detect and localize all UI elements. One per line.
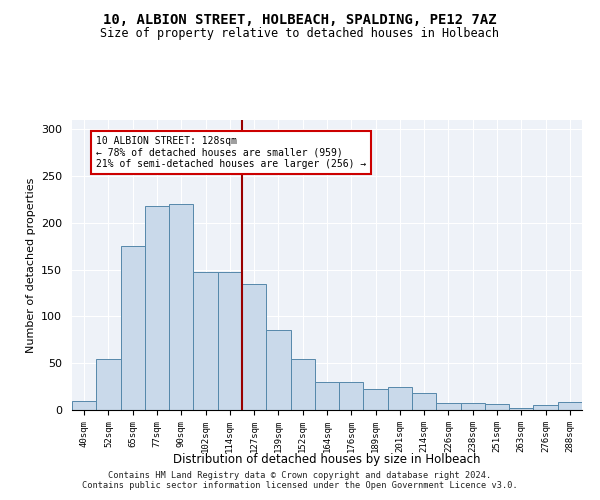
Bar	[339, 382, 364, 410]
Text: Contains HM Land Registry data © Crown copyright and database right 2024.
Contai: Contains HM Land Registry data © Crown c…	[82, 470, 518, 490]
Bar	[193, 272, 218, 410]
Bar	[266, 330, 290, 410]
Bar	[485, 404, 509, 410]
Bar	[72, 400, 96, 410]
Bar	[315, 382, 339, 410]
Text: Size of property relative to detached houses in Holbeach: Size of property relative to detached ho…	[101, 28, 499, 40]
Bar	[388, 386, 412, 410]
Bar	[364, 390, 388, 410]
Bar	[218, 272, 242, 410]
Text: Distribution of detached houses by size in Holbeach: Distribution of detached houses by size …	[173, 452, 481, 466]
Bar	[290, 358, 315, 410]
Bar	[436, 402, 461, 410]
Bar	[412, 393, 436, 410]
Bar	[169, 204, 193, 410]
Y-axis label: Number of detached properties: Number of detached properties	[26, 178, 35, 352]
Bar	[145, 206, 169, 410]
Bar	[121, 246, 145, 410]
Text: 10, ALBION STREET, HOLBEACH, SPALDING, PE12 7AZ: 10, ALBION STREET, HOLBEACH, SPALDING, P…	[103, 12, 497, 26]
Text: 10 ALBION STREET: 128sqm
← 78% of detached houses are smaller (959)
21% of semi-: 10 ALBION STREET: 128sqm ← 78% of detach…	[96, 136, 367, 169]
Bar	[558, 402, 582, 410]
Bar	[533, 406, 558, 410]
Bar	[96, 358, 121, 410]
Bar	[242, 284, 266, 410]
Bar	[461, 402, 485, 410]
Bar	[509, 408, 533, 410]
